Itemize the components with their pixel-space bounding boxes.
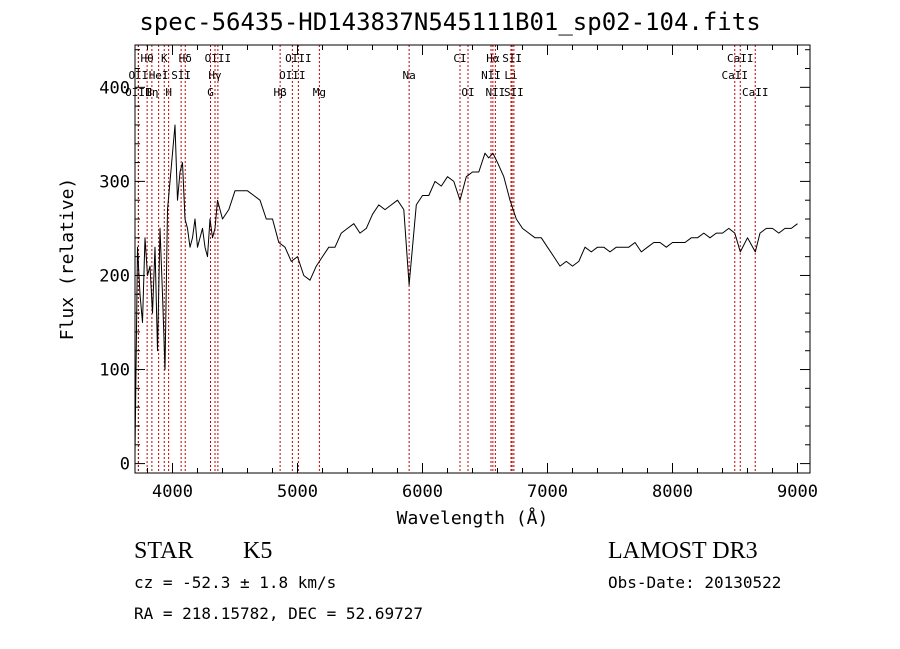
y-tick-label: 300	[99, 172, 130, 192]
line-marker-label: SII	[502, 52, 522, 65]
line-marker-label: K	[161, 52, 168, 65]
x-tick-label: 7000	[527, 482, 568, 502]
x-tick-label: 9000	[777, 482, 818, 502]
line-marker-label: SII	[504, 86, 524, 99]
line-marker-label: OII	[128, 69, 148, 82]
x-axis-label: Wavelength (Å)	[397, 507, 549, 529]
line-marker-label: Hγ	[208, 69, 222, 82]
line-marker-label: CI	[453, 52, 466, 65]
y-tick-label: 200	[99, 266, 130, 286]
line-marker-label: H	[165, 86, 172, 99]
radec-label: RA = 218.15782, DEC = 52.69727	[134, 604, 423, 623]
line-marker-label: NII	[485, 86, 505, 99]
line-marker-label: CaII	[727, 52, 754, 65]
cz-label: cz = -52.3 ± 1.8 km/s	[134, 573, 337, 592]
x-tick-label: 8000	[652, 482, 693, 502]
x-tick-label: 4000	[152, 482, 193, 502]
line-marker-label: Hδ	[179, 52, 192, 65]
obs-date-label: Obs-Date: 20130522	[608, 573, 782, 592]
line-marker-label: HeI	[149, 69, 169, 82]
line-marker-label: Hα	[486, 52, 500, 65]
line-marker-label: OIII	[279, 69, 306, 82]
line-marker-label: OIII	[285, 52, 312, 65]
y-tick-label: 0	[120, 455, 130, 475]
line-marker-label: Mg	[313, 86, 326, 99]
y-axis-label: Flux (relative)	[57, 178, 78, 341]
class-label: STAR	[134, 538, 194, 564]
survey-label: LAMOST DR3	[608, 538, 758, 564]
line-marker-label: OI	[461, 86, 474, 99]
spectrum-line	[134, 124, 798, 455]
y-tick-label: 400	[99, 78, 130, 98]
line-marker-label: CaII	[742, 86, 769, 99]
y-tick-label: 100	[99, 361, 130, 381]
line-marker-label: Hθ	[141, 52, 154, 65]
chart-title: spec-56435-HD143837N545111B01_sp02-104.f…	[139, 8, 761, 36]
line-marker-label: Hη	[145, 86, 158, 99]
plot-frame	[134, 44, 811, 474]
subclass-label: K5	[243, 538, 273, 564]
x-tick-label: 6000	[402, 482, 443, 502]
line-marker-label: OIII	[205, 52, 232, 65]
line-marker-label: G	[207, 86, 214, 99]
line-marker-label: CaII	[722, 69, 749, 82]
line-marker-label: Hβ	[274, 86, 288, 99]
line-marker-label: NII	[481, 69, 501, 82]
line-marker-label: OIII	[125, 86, 152, 99]
x-tick-label: 5000	[277, 482, 318, 502]
line-marker-label: Li	[504, 69, 517, 82]
line-marker-label: Na	[403, 69, 416, 82]
line-marker-label: SII	[171, 69, 191, 82]
